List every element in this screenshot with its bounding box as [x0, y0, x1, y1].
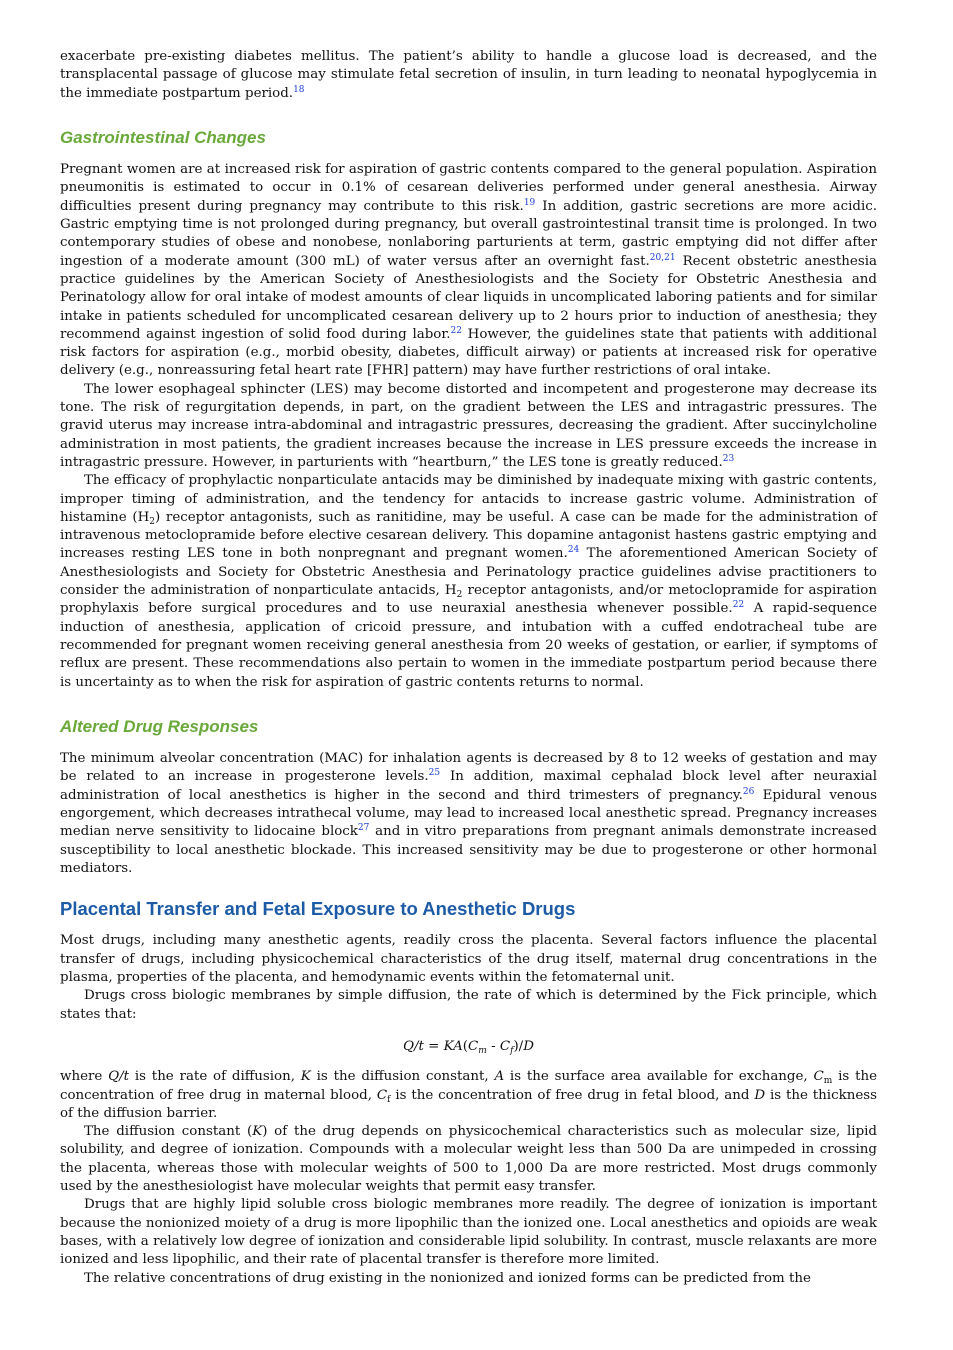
italic-run: Q/t [403, 1038, 424, 1054]
text-run: is the thickness of the diffusion barrie… [60, 1087, 877, 1121]
text-run: However, the guidelines state that patie… [60, 326, 877, 379]
text-run: )/ [513, 1038, 524, 1054]
paragraph: The lower esophageal sphincter (LES) may… [60, 381, 877, 472]
paragraph: Pregnant women are at increased risk for… [60, 161, 877, 381]
text-run: The lower esophageal sphincter (LES) may… [60, 381, 877, 470]
reference: 24 [567, 545, 580, 556]
reference: 22 [732, 600, 745, 611]
subscript: m [823, 1076, 833, 1087]
italic-run: KA [443, 1038, 463, 1054]
italic-run: C [499, 1038, 511, 1054]
text-run: is the diffusion constant, [310, 1069, 495, 1085]
italic-run: C [376, 1087, 388, 1103]
text-run: Drugs cross biologic membranes by simple… [60, 988, 877, 1022]
reference: 23 [722, 453, 735, 464]
reference: 20,21 [649, 252, 676, 263]
text-run: ) of the drug depends on physicochemical… [60, 1124, 877, 1195]
text-run: = [423, 1038, 444, 1054]
reference: 27 [357, 823, 370, 834]
text-run: In addition, gastric secretions are more… [60, 198, 877, 269]
italic-run: K [300, 1069, 311, 1085]
text-run: Most drugs, including many anesthetic ag… [60, 933, 877, 986]
text-run: In addition, maximal cephalad block leve… [60, 769, 878, 803]
text-run: receptor antagonists, and/or metoclopram… [60, 583, 877, 617]
italic-run: D [754, 1087, 766, 1103]
reference: 22 [450, 325, 462, 336]
italic-run: C [468, 1038, 479, 1054]
section: Gastrointestinal Changes Pregnant women a… [60, 127, 877, 692]
text-run: Recent obstetric anesthesia practice gui… [60, 253, 877, 342]
section: exacerbate pre-existing diabetes mellitu… [60, 48, 877, 103]
italic-run: K [252, 1124, 263, 1140]
text-run: where [60, 1069, 109, 1085]
subscript: 2 [149, 516, 156, 527]
reference: 26 [742, 786, 755, 797]
reference: 19 [523, 197, 536, 208]
paragraph: The relative concentrations of drug exis… [60, 1270, 877, 1288]
reference: 18 [293, 84, 305, 95]
text-run: is the concentration of free drug in fet… [390, 1087, 755, 1103]
paragraph: The minimum alveolar concentration (MAC)… [60, 750, 877, 878]
paragraph: The diffusion constant (K) of the drug d… [60, 1123, 877, 1196]
paragraph: exacerbate pre-existing diabetes mellitu… [60, 48, 877, 103]
text-run: is the concentration of free drug in mat… [60, 1069, 878, 1103]
text-run: The diffusion constant ( [84, 1124, 253, 1140]
paragraph: The efficacy of prophylactic nonparticul… [60, 472, 877, 692]
major-heading: Placental Transfer and Fetal Exposure to… [60, 898, 576, 920]
equation: Q/t = KA(Cm - Cf)/D [60, 1038, 877, 1056]
italic-run: A [494, 1069, 505, 1085]
paragraph: where Q/t is the rate of diffusion, K is… [60, 1068, 877, 1123]
italic-run: Q/t [108, 1069, 130, 1085]
text-run: The aforementioned American Society of A… [60, 546, 877, 599]
text-run: is the surface area available for exchan… [504, 1069, 814, 1085]
subscript: 2 [456, 590, 463, 601]
section: Altered Drug Responses The minimum alveol… [60, 716, 877, 878]
subscript: f [387, 1094, 391, 1105]
text-run: Drugs that are highly lipid soluble cros… [60, 1197, 877, 1268]
text-run: Epidural venous engorgement, which decre… [60, 787, 877, 840]
section-heading: Gastrointestinal Changes [60, 127, 266, 147]
text-run: ) receptor antagonists, such as ranitidi… [60, 509, 877, 562]
text-run: The efficacy of prophylactic nonparticul… [60, 473, 877, 525]
text-run: ( [462, 1038, 469, 1054]
paragraph: Most drugs, including many anesthetic ag… [60, 932, 877, 987]
subscript: m [478, 1045, 487, 1056]
reference: 25 [428, 768, 441, 779]
text-run: is the rate of diffusion, [129, 1069, 301, 1085]
text-run: exacerbate pre-existing diabetes mellitu… [60, 49, 877, 101]
italic-run: D [523, 1038, 534, 1054]
paragraph: Drugs cross biologic membranes by simple… [60, 987, 877, 1024]
text-run: A rapid-sequence induction of anesthesia… [60, 601, 877, 690]
section: Placental Transfer and Fetal Exposure to… [60, 898, 877, 1288]
text-run: The relative concentrations of drug exis… [84, 1270, 811, 1286]
text-run: Pregnant women are at increased risk for… [60, 162, 877, 214]
italic-run: C [813, 1069, 824, 1085]
paragraph: Drugs that are highly lipid soluble cros… [60, 1196, 877, 1269]
text-run: The minimum alveolar concentration (MAC)… [60, 751, 877, 785]
subscript: f [510, 1045, 514, 1056]
text-run: and in vitro preparations from pregnant … [60, 824, 878, 876]
text-run: - [486, 1038, 500, 1054]
section-heading: Altered Drug Responses [60, 716, 259, 736]
